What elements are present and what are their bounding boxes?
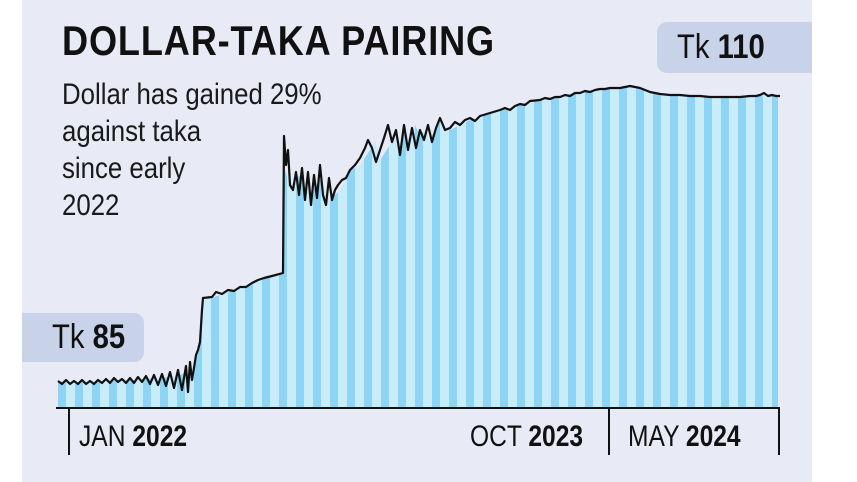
subtitle-line: since early [62, 152, 186, 185]
end-value-badge: Tk 110 [657, 22, 812, 73]
badge-value: 110 [717, 28, 765, 66]
chart-title: DOLLAR-TAKA PAIRING [62, 17, 496, 64]
badge-prefix: Tk [52, 318, 85, 356]
subtitle-line: Dollar has gained 29% [62, 78, 322, 111]
tick-year: 2022 [132, 420, 188, 453]
area-fill [58, 87, 778, 408]
tick-month: JAN [79, 420, 126, 453]
subtitle-line: 2022 [62, 189, 120, 222]
chart-subtitle: Dollar has gained 29% against taka since… [62, 76, 354, 224]
tick-month: OCT [470, 420, 522, 453]
exchange-rate-line [57, 84, 780, 394]
tick-year: 2024 [685, 420, 741, 453]
badge-value: 85 [92, 318, 126, 356]
x-tick-label-may-2024: MAY 2024 [628, 422, 741, 452]
tick-month: MAY [628, 420, 680, 453]
x-tick-label-jan-2022: JAN 2022 [79, 422, 187, 452]
subtitle-line: against taka [62, 115, 202, 148]
x-tick-label-oct-2023: OCT 2023 [470, 422, 583, 452]
start-value-badge: Tk 85 [22, 313, 144, 362]
tick-year: 2023 [528, 420, 584, 453]
badge-prefix: Tk [677, 28, 710, 66]
